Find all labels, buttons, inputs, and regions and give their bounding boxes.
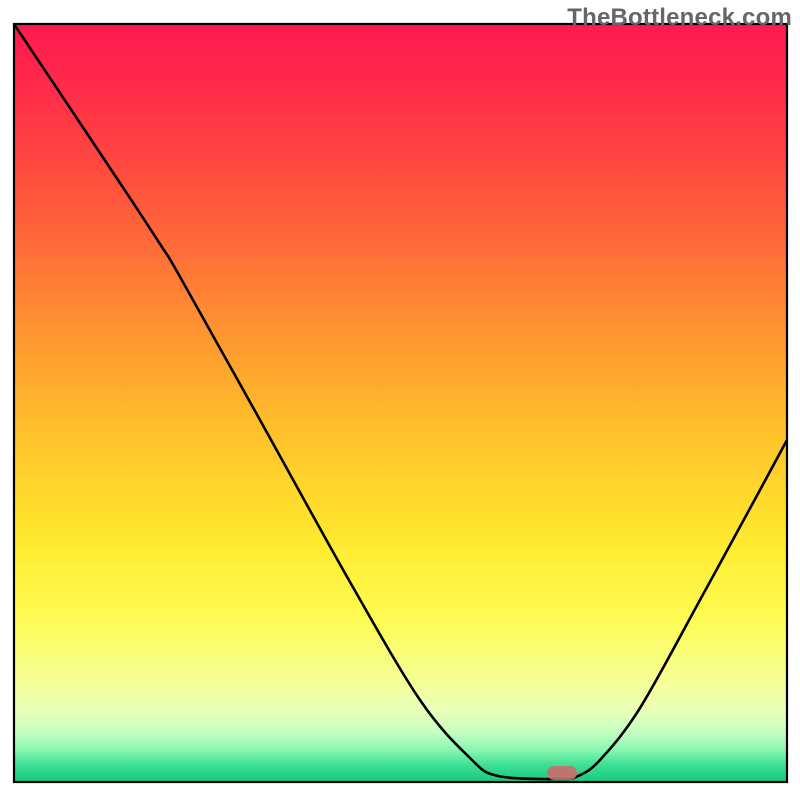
watermark-text: TheBottleneck.com — [567, 4, 792, 32]
optimal-marker — [547, 766, 577, 780]
chart-canvas — [0, 0, 800, 800]
bottleneck-chart: TheBottleneck.com — [0, 0, 800, 800]
